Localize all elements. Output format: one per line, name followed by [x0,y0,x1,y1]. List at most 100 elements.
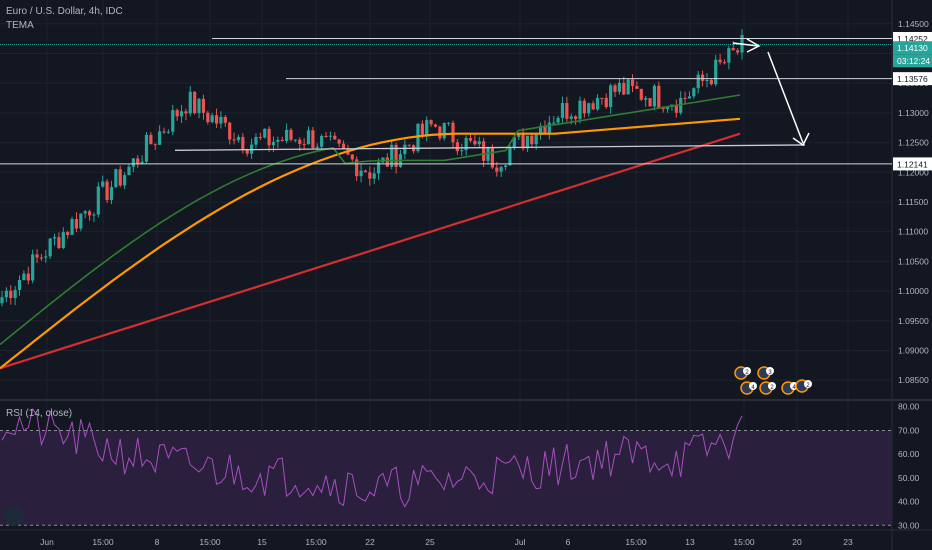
candle-body [179,111,184,117]
ma-fast-line [0,94,741,346]
candle-body [118,169,122,186]
time-tick-label: 23 [843,537,853,547]
candle-body [622,82,626,95]
trend-line [174,144,806,151]
candle-body [635,85,639,89]
candle-body [718,59,722,63]
candle-body [236,137,241,141]
event-badge-count: 2 [745,370,749,376]
candle-body [574,116,578,120]
event-badge-count-bg [804,380,812,388]
candle-body [692,88,696,97]
time-tick-label: 25 [425,537,435,547]
time-tick-label: 15:00 [305,537,327,547]
arrow-down-head-icon [792,132,810,147]
candle-body [355,159,359,177]
candle-body [162,131,166,133]
candle-body [302,143,306,145]
candle-body [245,149,249,154]
candle-body [311,130,315,148]
candle-body [206,112,210,123]
candle-body [136,158,140,164]
candle-body [0,297,4,304]
candle-body [525,135,530,149]
candle-body [175,110,179,117]
rsi-tick-label: 70.00 [898,425,920,435]
candle-body [657,85,661,108]
candle-body [700,74,705,81]
candle-body [285,129,289,141]
candle-body [74,218,79,229]
candle-body [158,131,162,145]
price-tag-current-bg [893,41,932,55]
candle-body [105,181,109,200]
candle-body [4,290,8,298]
candle-body [665,106,670,110]
rsi-tick-label: 30.00 [898,520,920,530]
candle-body [652,85,657,107]
ma-slow-line [0,132,741,370]
candle-body [350,154,354,160]
candle-body [451,122,455,143]
candle-body [214,115,219,124]
event-badge-count-bg [768,382,776,390]
candle-body [679,97,683,113]
time-tick-label: 15 [257,537,267,547]
candle-body [223,116,227,123]
arrow-right-icon [732,42,759,47]
candle-body [328,135,333,137]
time-tick-label: 6 [566,537,571,547]
candle-body [149,134,153,145]
event-badge-count-bg [743,367,751,375]
candle-body [171,110,175,132]
candle-body [219,116,223,124]
candle-body [530,135,534,145]
candle-body [521,133,525,149]
candle-body [52,237,57,239]
candle-body [727,48,731,63]
candle-body [197,98,201,114]
candle-body [403,144,407,155]
candle-body [538,125,543,135]
candle-body [477,141,481,145]
symbol-title: Euro / U.S. Dollar, 4h, IDC [6,6,123,17]
candle-body [26,273,30,281]
candle-body [17,279,22,290]
ma-mid-line [0,117,741,370]
candle-body [96,186,100,215]
candle-body [87,211,92,216]
time-tick-label: Jul [515,537,526,547]
candle-body [127,166,131,176]
candle-body [644,98,648,100]
candle-body [83,211,87,214]
candle-body [57,237,61,249]
candle-body [114,169,118,188]
rsi-tick-label: 40.00 [898,497,920,507]
candle-body [473,140,477,145]
candle-body [263,128,267,138]
candle-body [714,59,718,85]
event-badge-count: 2 [770,385,774,391]
candle-body [460,150,464,152]
candle-body [543,125,547,134]
price-tag-low-bg [893,157,932,171]
candle-body [44,256,48,258]
price-tag-high: 1.14252 [897,34,928,44]
candle-body [499,167,503,172]
candle-body [35,254,39,258]
candle-body [210,115,214,123]
candle-body [123,175,127,186]
candle-body [736,50,740,53]
candle-body [547,122,551,134]
candle-body [31,254,35,281]
candle-body [447,122,451,124]
candle-body [70,218,74,235]
candle-body [193,91,197,114]
candle-body [429,120,433,125]
event-badge-count-bg [749,382,757,390]
price-tick-label: 1.12500 [898,138,929,148]
candle-body [626,79,630,95]
price-tick-label: 1.11500 [898,197,928,207]
